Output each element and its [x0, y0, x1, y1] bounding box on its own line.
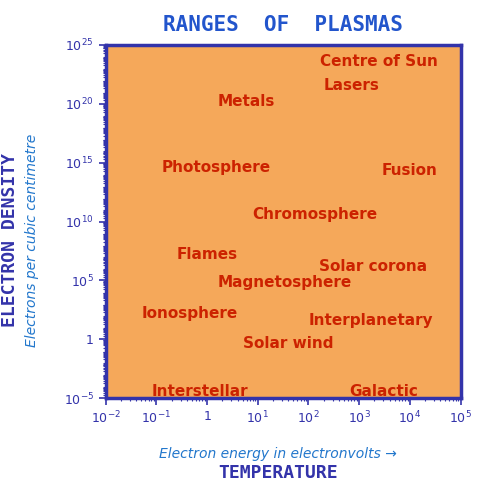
Text: Galactic: Galactic [349, 384, 418, 399]
Text: Interplanetary: Interplanetary [308, 313, 433, 328]
Text: Electrons per cubic centimetre: Electrons per cubic centimetre [25, 133, 38, 347]
Text: ELECTRON DENSITY: ELECTRON DENSITY [1, 153, 19, 327]
Text: Fusion: Fusion [382, 163, 438, 178]
Text: Flames: Flames [177, 248, 238, 263]
Text: Centre of Sun: Centre of Sun [320, 54, 438, 69]
Text: Solar wind: Solar wind [243, 336, 333, 351]
Text: Interstellar: Interstellar [151, 384, 248, 399]
Title: RANGES  OF  PLASMAS: RANGES OF PLASMAS [163, 15, 403, 35]
Text: TEMPERATURE: TEMPERATURE [218, 464, 337, 480]
Text: Ionosphere: Ionosphere [141, 306, 238, 321]
Text: Metals: Metals [217, 95, 275, 109]
Text: Electron energy in electronvolts →: Electron energy in electronvolts → [159, 446, 396, 461]
Text: Lasers: Lasers [324, 78, 379, 93]
Text: Magnetosphere: Magnetosphere [217, 275, 352, 289]
Text: Solar corona: Solar corona [318, 259, 427, 274]
Text: Chromosphere: Chromosphere [253, 207, 378, 222]
Text: Photosphere: Photosphere [162, 160, 271, 175]
